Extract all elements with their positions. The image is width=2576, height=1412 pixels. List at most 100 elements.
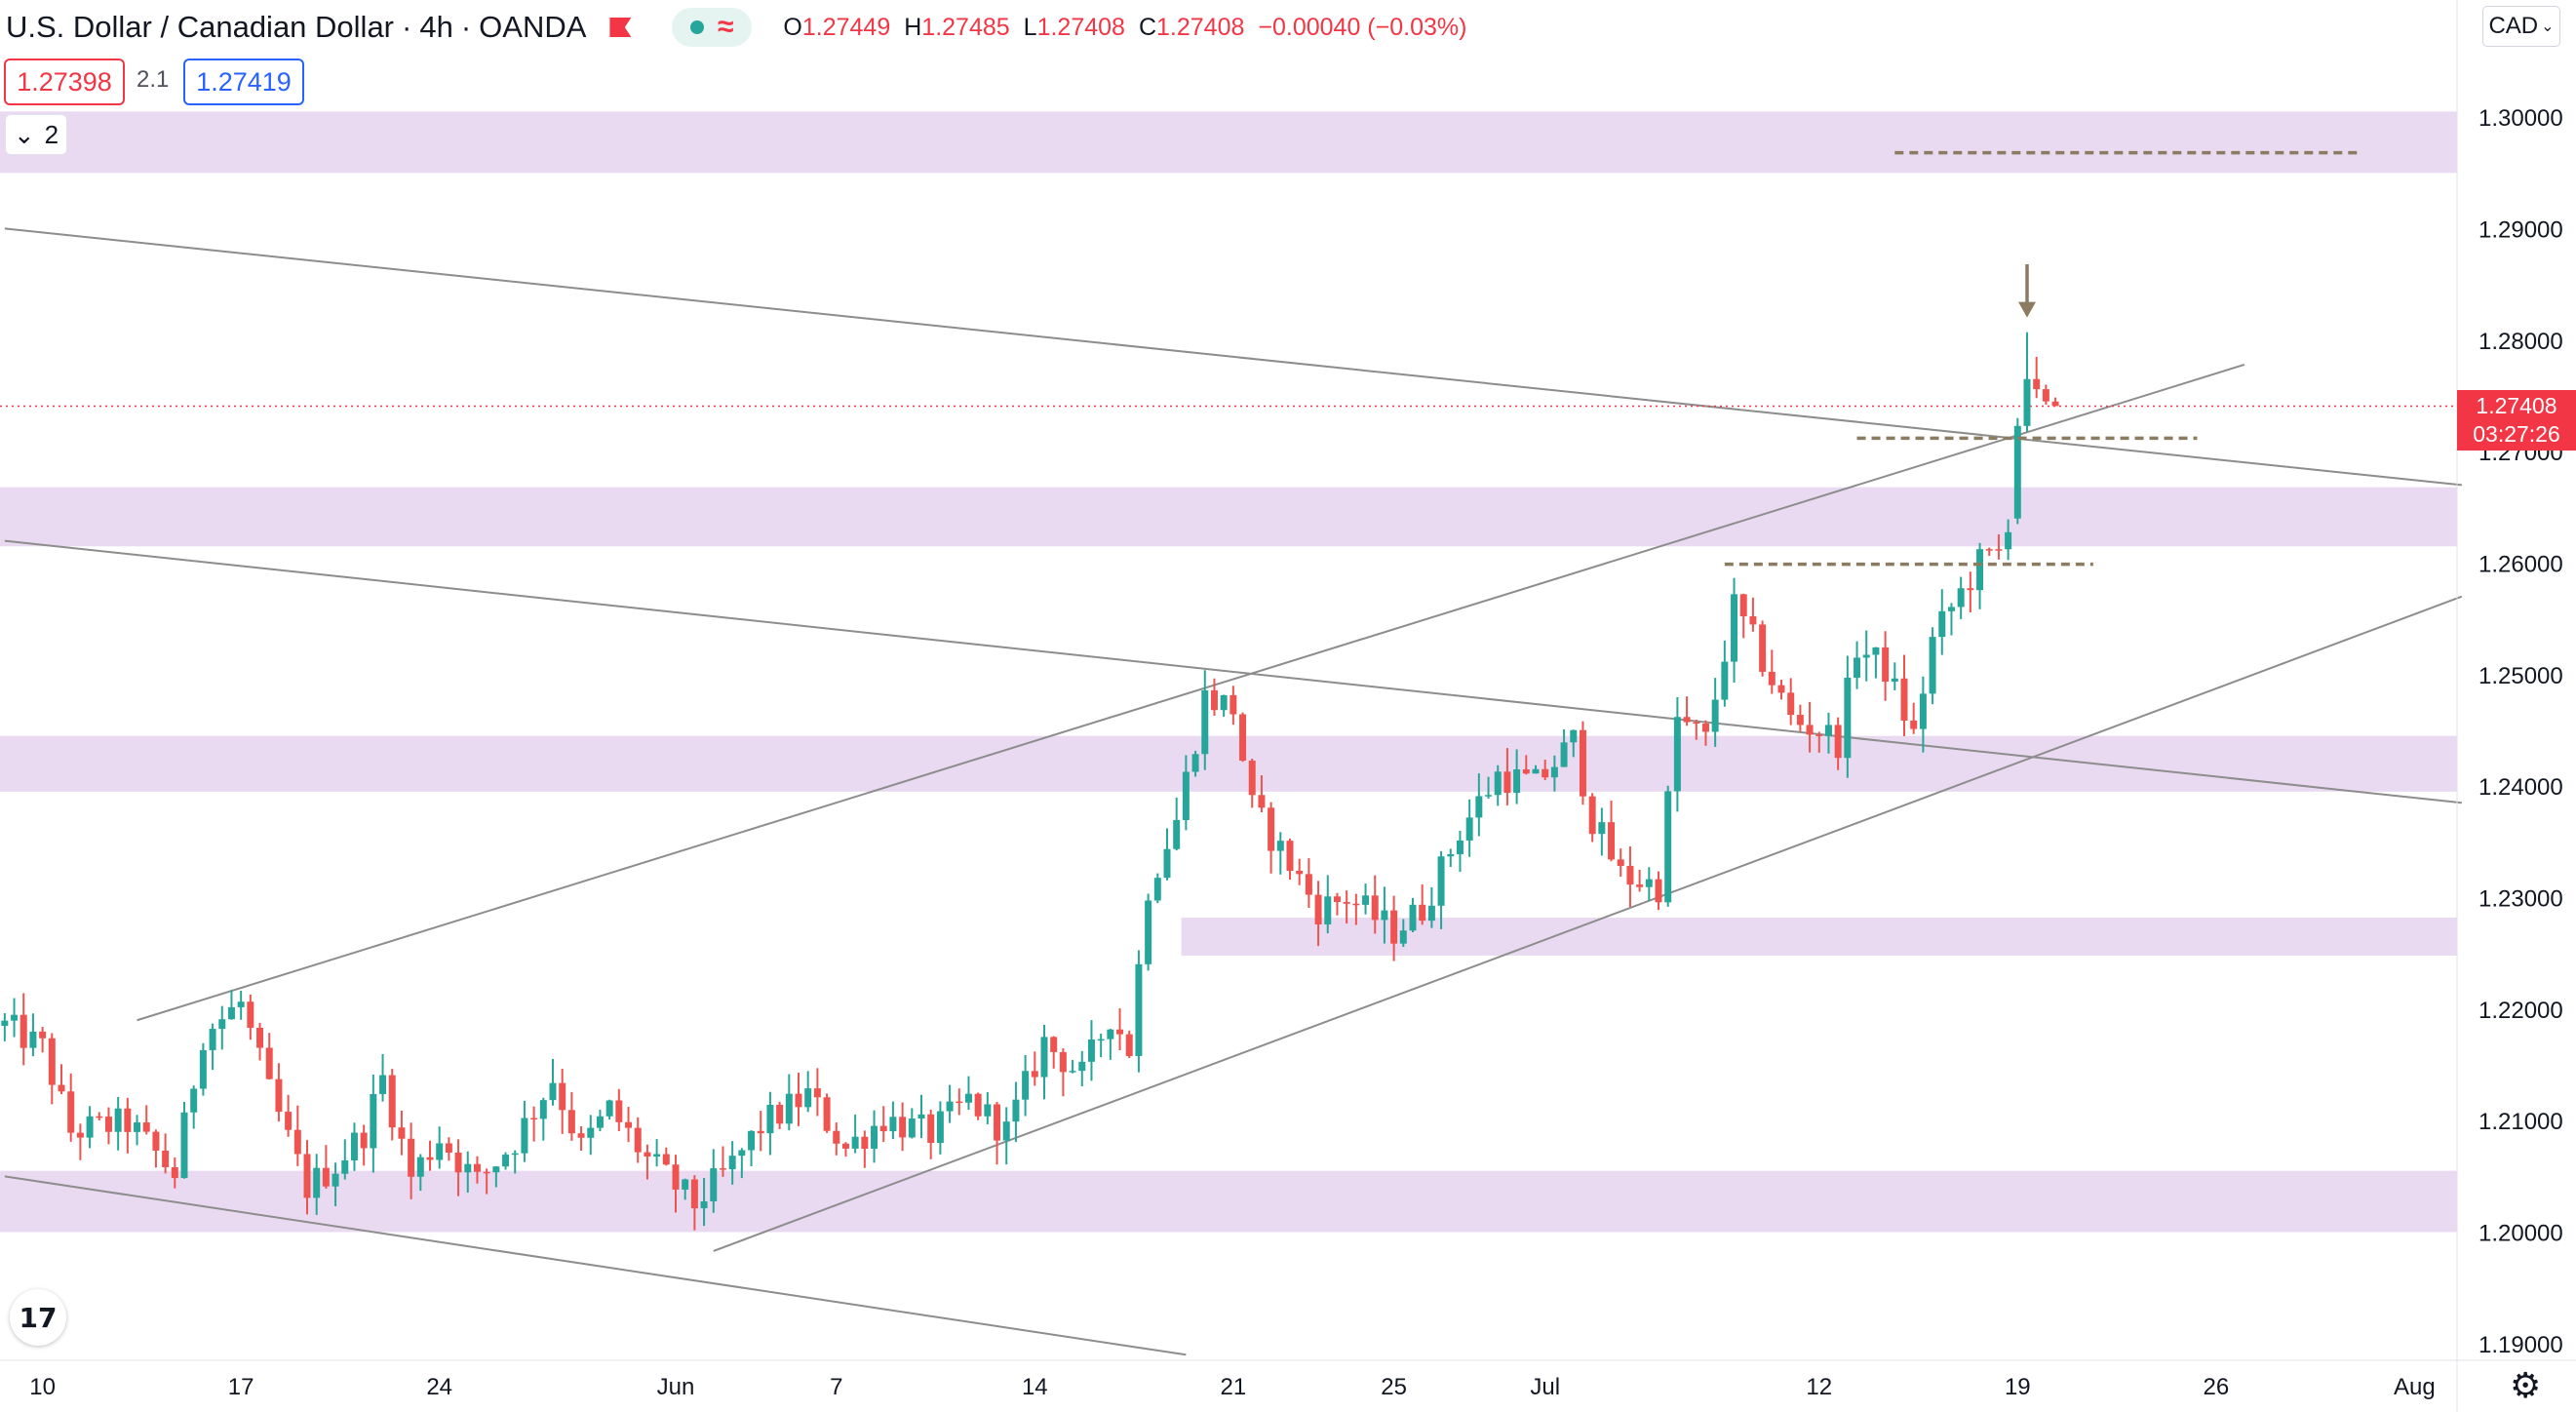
candle-body [416,1157,424,1177]
candle-body [1967,588,1974,591]
candle-body [1220,694,1228,711]
sell-button[interactable]: 1.27398 [4,59,125,105]
levels-layer[interactable] [1724,150,2359,567]
candle-body [567,1110,575,1134]
candle-body [29,1031,37,1048]
candle-body [171,1166,178,1179]
candle-body [332,1173,339,1187]
indicators-toggle[interactable]: ⌄ 2 [6,115,66,154]
candle-body [1891,678,1898,682]
candle-body [1976,549,1984,591]
symbol-title[interactable]: U.S. Dollar / Canadian Dollar [6,10,395,44]
candle-body [605,1100,613,1117]
trendline[interactable] [4,539,2462,804]
price-axis[interactable] [2458,0,2576,1412]
trendlines-layer[interactable] [0,227,2463,1356]
flag-icon[interactable] [609,18,632,37]
candle-body [1777,685,1785,693]
candle-body [1258,795,1266,808]
low-value: 1.27408 [1036,13,1125,41]
candle-body [984,1104,992,1117]
candle-body [1324,896,1332,924]
zone-rectangle[interactable] [0,487,2457,547]
buy-button[interactable]: 1.27419 [183,59,304,105]
candle-body [227,1006,235,1020]
candle-body [454,1152,462,1173]
zone-rectangle[interactable] [0,735,2457,792]
candle-body [1362,895,1370,905]
candle-body [549,1082,557,1101]
ohlc-values: O1.27449 H1.27485 L1.27408 C1.27408 −0.0… [783,13,1467,41]
candle-body [539,1100,547,1119]
candle-body [785,1093,793,1124]
candle-body [1806,725,1814,735]
candle-body [48,1038,56,1085]
trendline[interactable] [4,1175,1187,1356]
source-label: OANDA [479,10,587,44]
candle-body [483,1171,490,1174]
currency-button[interactable]: CAD ⌄ [2482,6,2560,47]
high-value: 1.27485 [921,13,1010,41]
candle-body [908,1118,916,1138]
candle-body [265,1047,273,1079]
candle-body [1314,894,1322,924]
trendline[interactable] [4,227,2462,487]
tradingview-logo-icon[interactable]: 17 [10,1289,66,1346]
candle-body [1645,879,1653,887]
gear-icon[interactable]: ⚙ [2510,1365,2542,1405]
candle-body [1050,1037,1058,1052]
candle-body [1173,819,1181,849]
candle-body [104,1117,112,1132]
candle-body [1617,859,1624,867]
candle-body [766,1104,774,1134]
time-tick-label: 12 [1806,1374,1832,1400]
candle-body [964,1093,972,1103]
bar-countdown: 03:27:26 [2473,421,2560,447]
candle-body [436,1143,444,1160]
candle-body [1588,796,1596,835]
candle-body [1456,840,1464,855]
candle-body [662,1154,670,1165]
candle-body [956,1101,963,1104]
candle-body [360,1132,368,1149]
candle-body [879,1125,887,1132]
price-tick-label: 1.24000 [2478,774,2563,801]
separator: · [402,10,412,44]
candle-body [813,1088,821,1098]
candle-body [1701,724,1709,732]
candle-body [596,1116,604,1128]
zone-rectangle[interactable] [1181,918,2457,956]
candle-body [1059,1051,1067,1073]
candle-body [1305,874,1312,895]
candle-body [634,1127,642,1153]
zone-rectangle[interactable] [0,1170,2457,1233]
candle-body [1693,722,1700,725]
candle-body [1343,902,1350,904]
candle-body [690,1179,698,1209]
candle-body [615,1100,623,1122]
candle-body [1598,822,1606,835]
candle-body [1731,594,1738,662]
candle-body [114,1108,122,1132]
trendline[interactable] [713,595,2463,1252]
zone-rectangle[interactable] [0,111,2457,174]
candle-body [370,1093,377,1149]
time-tick-label: 7 [830,1374,842,1400]
trendline[interactable] [137,363,2245,1022]
candle-body [927,1114,935,1143]
candle-body [1824,725,1832,736]
candle-body [256,1027,264,1048]
market-open-dot-icon [690,20,705,34]
candle-body [1437,856,1445,906]
candle-body [1494,771,1502,796]
candle-body [1683,717,1691,723]
candle-body [303,1154,311,1198]
candle-body [1579,729,1586,797]
market-status-pill[interactable]: ≈ [672,8,753,47]
close-value: 1.27408 [1156,13,1245,41]
arrow-head [2018,301,2036,318]
candle-body [408,1138,415,1177]
interval-label[interactable]: 4h [419,10,453,44]
